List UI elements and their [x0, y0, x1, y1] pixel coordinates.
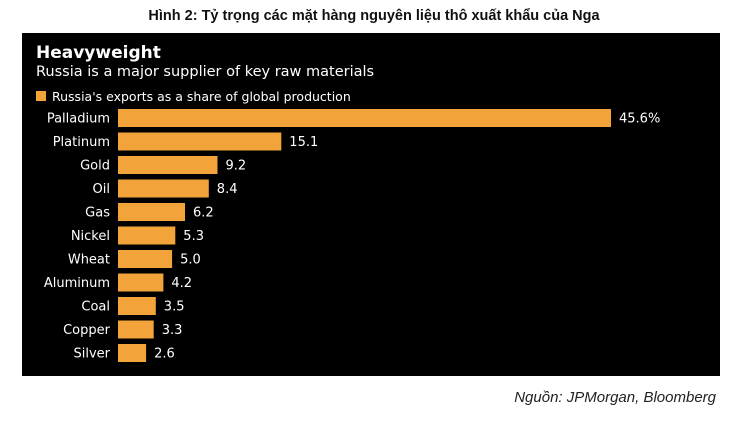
chart-subtitle: Russia is a major supplier of key raw ma…: [36, 64, 375, 80]
value-label: 9.2: [226, 159, 247, 174]
bar: [118, 132, 282, 151]
value-label: 3.5: [164, 300, 185, 315]
chart-panel: Heavyweight Russia is a major supplier o…: [22, 33, 720, 376]
chart-legend: Russia's exports as a share of global pr…: [36, 88, 351, 104]
legend-label: Russia's exports as a share of global pr…: [52, 88, 351, 104]
bar: [118, 109, 611, 127]
bar: [118, 344, 147, 362]
bar: [118, 250, 173, 268]
legend-swatch: [36, 91, 46, 101]
bar: [118, 297, 156, 315]
value-label: 5.3: [183, 229, 204, 244]
chart-title: Heavyweight: [36, 43, 161, 63]
bar: [118, 273, 164, 292]
category-label: Copper: [63, 323, 111, 338]
category-label: Gold: [80, 159, 110, 174]
bar: [118, 226, 176, 245]
value-label: 5.0: [180, 253, 201, 268]
category-label: Silver: [73, 347, 110, 362]
bar-plot: Palladium 45.6% Platinum 15.1 Gold 9.2 Oil 8.4 G…: [44, 109, 660, 362]
category-label: Aluminum: [44, 276, 110, 291]
category-label: Platinum: [53, 135, 110, 150]
value-label: 8.4: [217, 182, 238, 197]
category-label: Palladium: [47, 112, 110, 127]
value-label: 4.2: [171, 276, 192, 291]
value-label: 2.6: [154, 347, 175, 362]
value-label: 45.6%: [619, 112, 660, 127]
value-label: 3.3: [162, 323, 183, 338]
category-label: Wheat: [68, 253, 110, 268]
category-label: Oil: [93, 182, 110, 197]
category-label: Gas: [85, 206, 110, 221]
category-label: Nickel: [71, 229, 110, 244]
value-label: 6.2: [193, 206, 214, 221]
bar: [118, 156, 218, 174]
bar: [118, 320, 154, 339]
category-label: Coal: [81, 300, 110, 315]
figure-caption: Hình 2: Tỷ trọng các mặt hàng nguyên liệ…: [148, 8, 600, 24]
bar: [118, 203, 185, 221]
source-note: Nguồn: JPMorgan, Bloomberg: [514, 389, 716, 406]
bar: [118, 179, 209, 198]
value-label: 15.1: [289, 135, 318, 150]
